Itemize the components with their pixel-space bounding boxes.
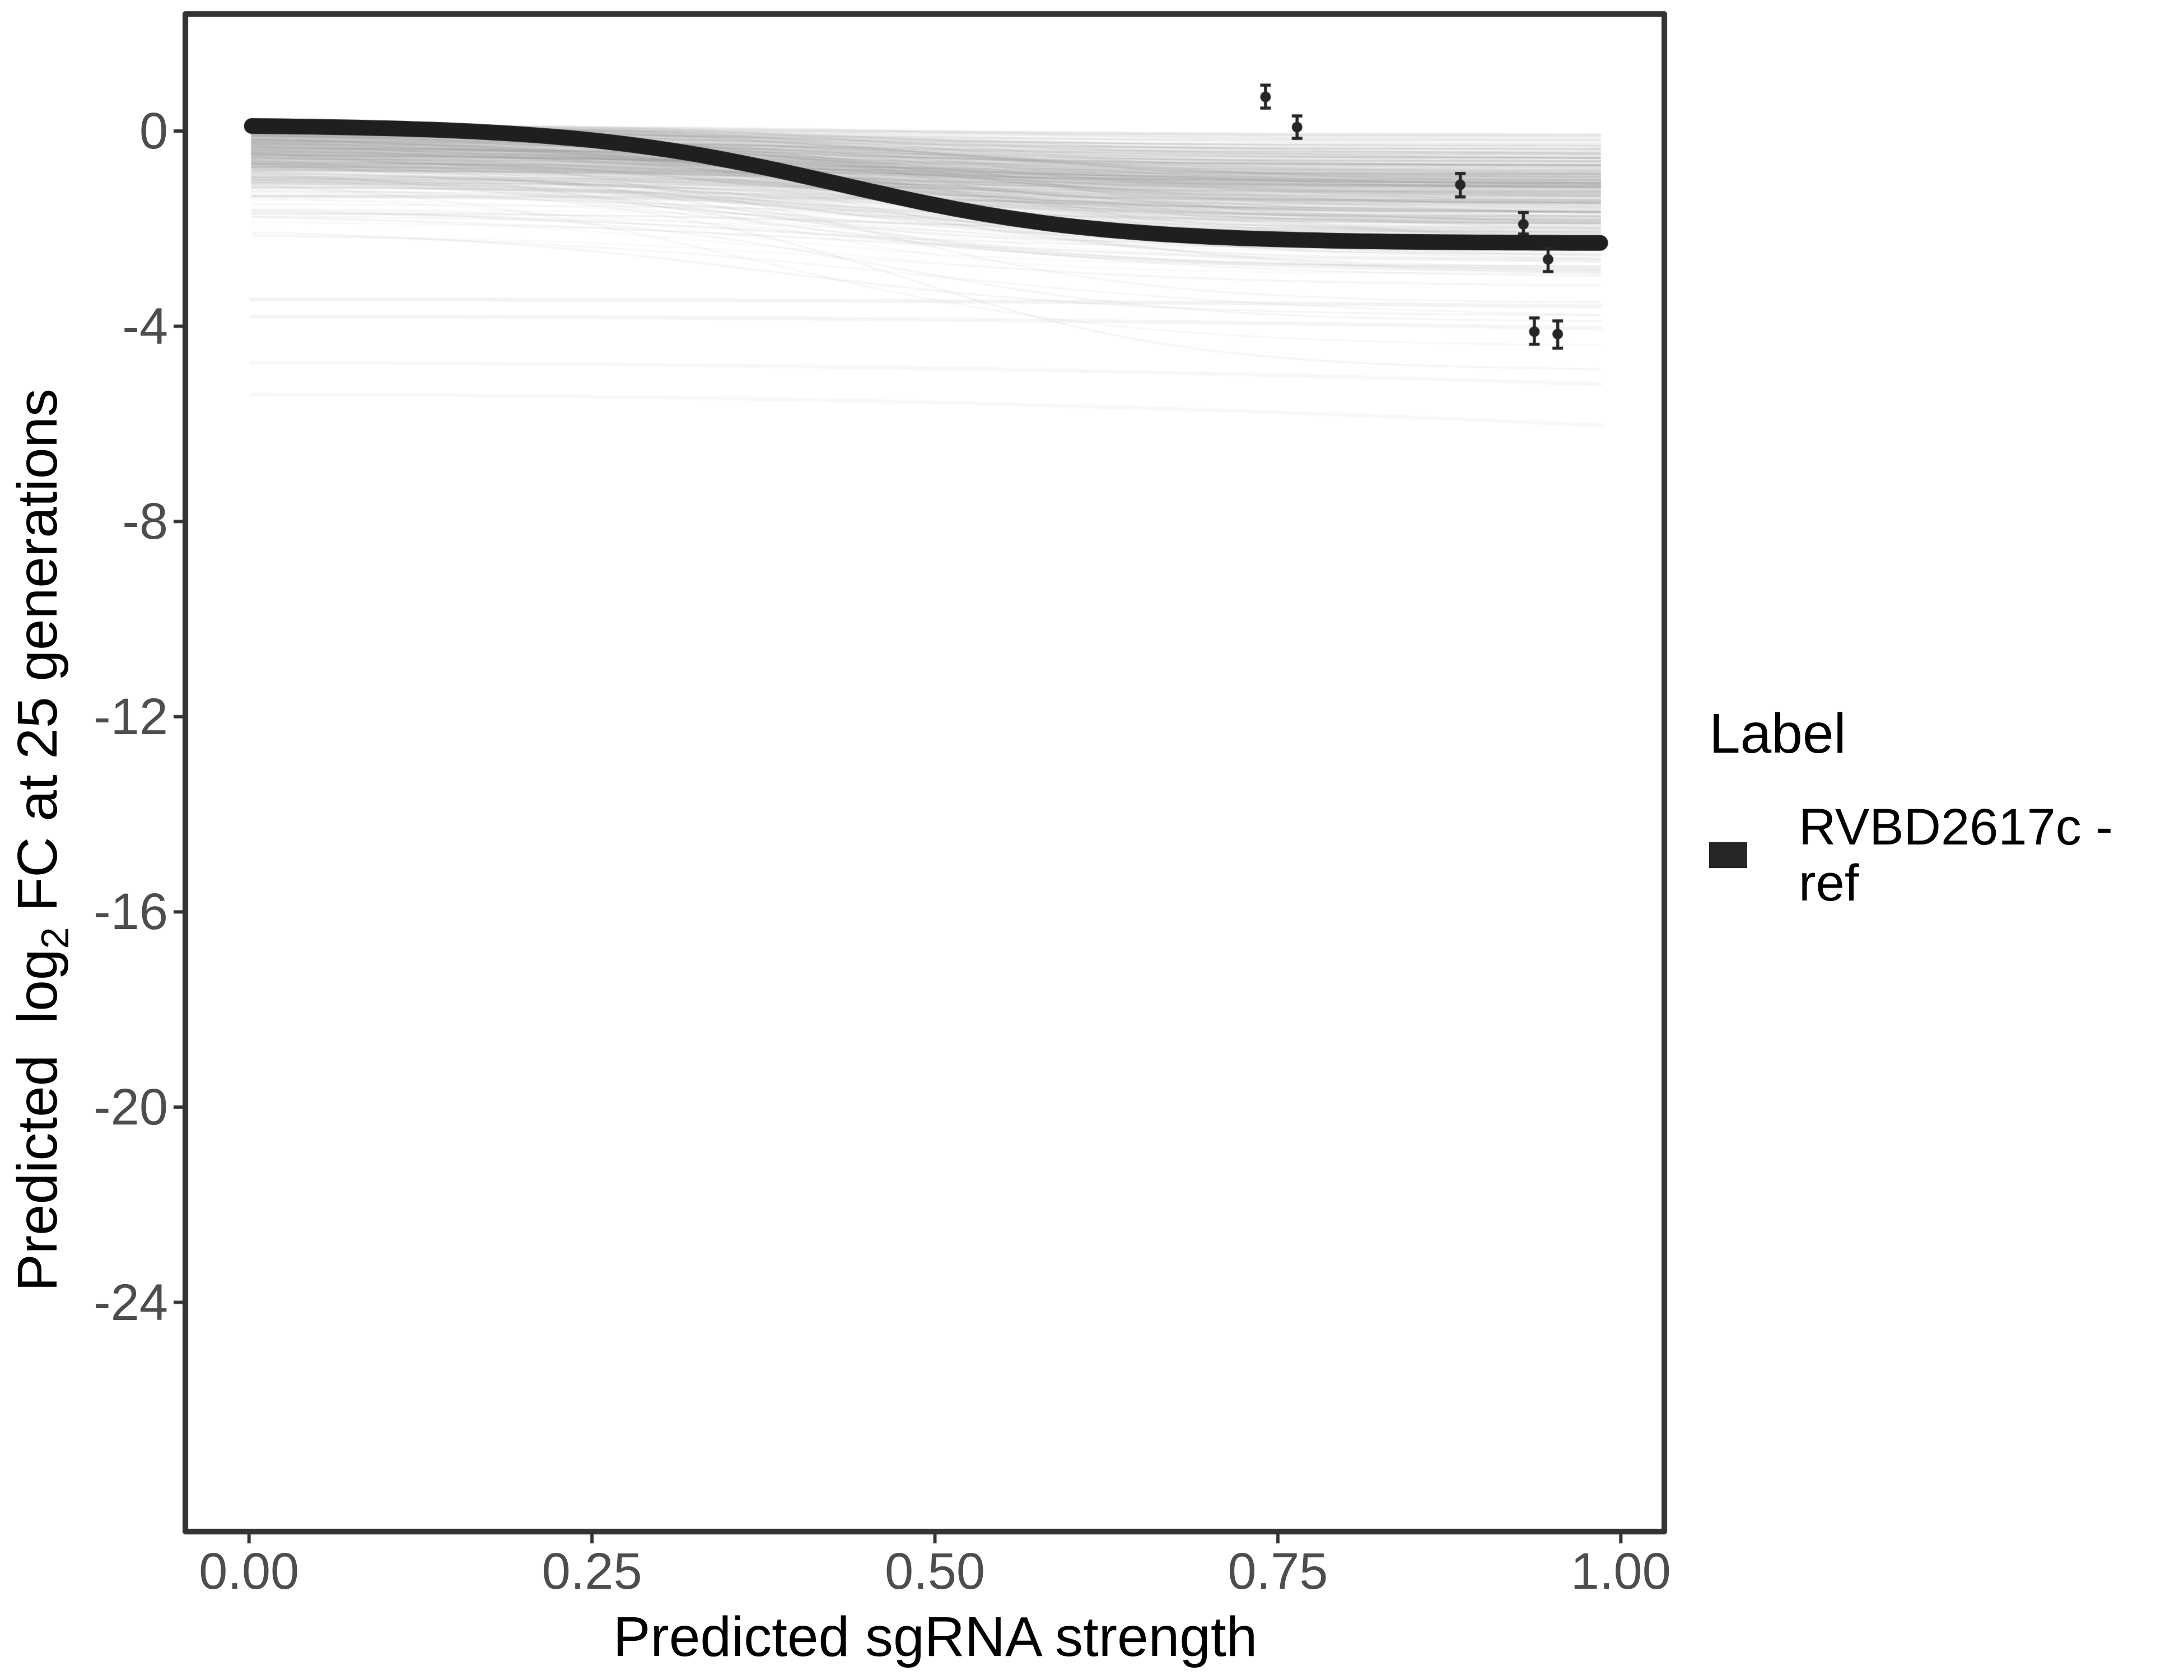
x-axis-title: Predicted sgRNA strength xyxy=(613,1606,1258,1668)
x-tick-label: 0.50 xyxy=(884,1543,986,1600)
x-tick-label: 0.00 xyxy=(199,1543,300,1600)
y-tick-label: -16 xyxy=(94,883,168,941)
y-tick-label: -24 xyxy=(94,1273,168,1331)
y-tick-label: -20 xyxy=(94,1079,168,1136)
y-axis-title-text-tail: FC at 25 generations xyxy=(6,388,69,927)
y-tick-label: 0 xyxy=(139,102,168,160)
y-tick-label: -12 xyxy=(94,688,168,745)
x-tick-label: 0.75 xyxy=(1228,1543,1328,1600)
y-tick-label: -4 xyxy=(122,297,168,355)
legend-item-label: RVBD2617c - ref xyxy=(1799,799,2113,912)
legend-item: RVBD2617c - ref xyxy=(1709,799,2184,911)
legend-key-swatch xyxy=(1709,842,1747,868)
legend-key xyxy=(1709,827,1773,883)
x-tick-label: 0.25 xyxy=(542,1543,642,1600)
y-tick-label: -8 xyxy=(122,493,168,550)
x-tick-label: 1.00 xyxy=(1570,1543,1671,1600)
legend: Label RVBD2617c - ref xyxy=(1709,703,2184,911)
legend-title: Label xyxy=(1709,702,1846,765)
